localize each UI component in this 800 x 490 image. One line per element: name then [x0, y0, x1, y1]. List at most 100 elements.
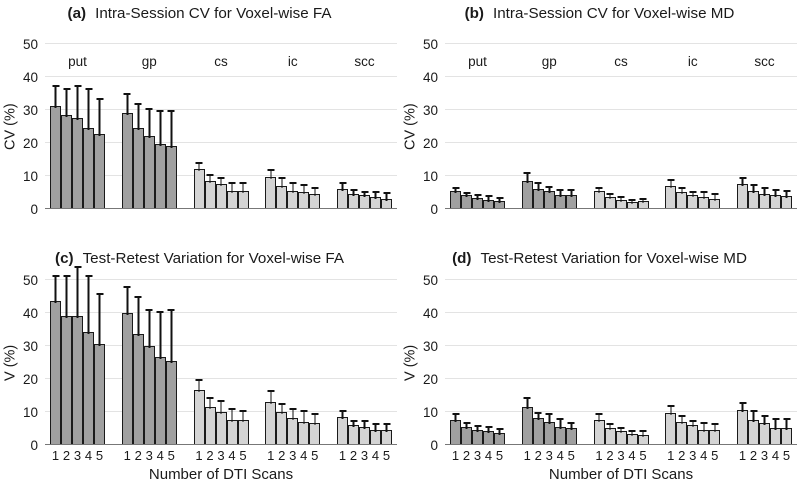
error-bar-stem: [98, 294, 101, 346]
x-tick-label: 5: [311, 448, 319, 463]
y-tick-label: 50: [422, 273, 438, 288]
panel-title-text: Test-Retest Variation for Voxel-wise MD: [480, 250, 747, 267]
error-bar-stem: [65, 90, 68, 117]
error-bar: [628, 429, 636, 436]
bar-column: [381, 43, 392, 208]
error-bar-stem: [620, 198, 622, 202]
gridline: [445, 344, 797, 346]
bar: [781, 428, 792, 444]
error-bar-stem: [159, 111, 161, 147]
bar: [770, 428, 781, 444]
gridline: [445, 141, 797, 143]
error-bar: [739, 177, 746, 186]
bar-column: [165, 43, 177, 208]
error-bar: [452, 413, 459, 422]
bar-column: [143, 43, 155, 208]
bar-column: [759, 43, 770, 208]
bar-column: [709, 279, 721, 444]
bar: [593, 190, 605, 208]
error-bar: [339, 410, 346, 419]
error-bar-stem: [270, 392, 272, 404]
error-bar: [239, 410, 247, 422]
bar-column: [494, 279, 505, 444]
error-bar-stem: [609, 194, 611, 200]
bar-column: [615, 279, 627, 444]
bar-column: [554, 279, 566, 444]
bar-column: [276, 43, 288, 208]
error-bar: [63, 88, 70, 117]
error-bar-stem: [363, 192, 366, 198]
error-bar: [289, 408, 297, 421]
error-bar: [372, 190, 379, 200]
error-bar-stem: [487, 197, 490, 202]
error-bar-stem: [242, 184, 244, 193]
gridline: [45, 311, 397, 313]
error-bar-stem: [341, 184, 344, 191]
region-label: scc: [754, 54, 775, 69]
region-label: gp: [541, 54, 557, 69]
y-tick-label: 20: [422, 372, 438, 387]
gridline: [45, 377, 397, 379]
error-bar: [750, 183, 757, 193]
bar: [543, 191, 555, 208]
error-bar: [761, 187, 768, 196]
bar-column: [276, 279, 288, 444]
bar-group-scc: scc: [737, 43, 792, 208]
bar-group-ic: ic: [665, 43, 721, 208]
error-bar: [628, 198, 636, 205]
error-bar-stem: [352, 421, 355, 427]
bar: [381, 429, 392, 444]
error-bar-stem: [292, 410, 294, 421]
bar-column: [309, 279, 321, 444]
error-bar: [545, 185, 553, 194]
error-bar: [217, 400, 225, 414]
x-tick-label: 1: [267, 448, 275, 463]
bar-column: [61, 43, 72, 208]
error-bar-stem: [570, 190, 572, 198]
panel-tag: (d): [452, 250, 472, 267]
y-tick-label: 30: [422, 103, 438, 118]
bar-column: [781, 43, 792, 208]
error-bar-stem: [774, 190, 777, 198]
bar: [237, 190, 249, 208]
error-bar: [123, 93, 131, 115]
error-bar-stem: [498, 199, 501, 204]
bar: [143, 345, 155, 444]
bar: [359, 426, 370, 444]
panel-title-text: Intra-Session CV for Voxel-wise FA: [95, 5, 332, 22]
error-bar: [496, 197, 503, 204]
error-bar: [361, 419, 368, 429]
bar-column: [94, 279, 105, 444]
error-bar: [595, 187, 603, 193]
error-bar: [350, 188, 357, 196]
bar-column: [604, 279, 616, 444]
error-bar-stem: [137, 298, 139, 337]
bar: [287, 418, 299, 444]
error-bar-stem: [126, 288, 128, 315]
bar-column: [132, 43, 144, 208]
panel-b: (b) Intra-Session CV for Voxel-wise MD C…: [400, 0, 800, 245]
y-axis-label: V (%): [402, 344, 419, 381]
bar-column: [193, 43, 205, 208]
error-bar: [74, 84, 81, 120]
bar: [193, 169, 205, 208]
bar: [226, 419, 238, 444]
gridline: [445, 174, 797, 176]
error-bar: [639, 197, 647, 204]
region-label: cs: [614, 54, 628, 69]
bar-column: [226, 279, 238, 444]
error-bar-stem: [54, 276, 57, 304]
bar: [50, 106, 61, 208]
error-bar-stem: [741, 179, 744, 186]
error-bar: [678, 187, 686, 195]
bar-column: [770, 279, 781, 444]
error-bar: [711, 192, 719, 201]
x-tick-label: 5: [711, 448, 719, 463]
error-bar-stem: [159, 313, 161, 360]
error-bar: [606, 423, 614, 431]
bar: [543, 421, 555, 444]
